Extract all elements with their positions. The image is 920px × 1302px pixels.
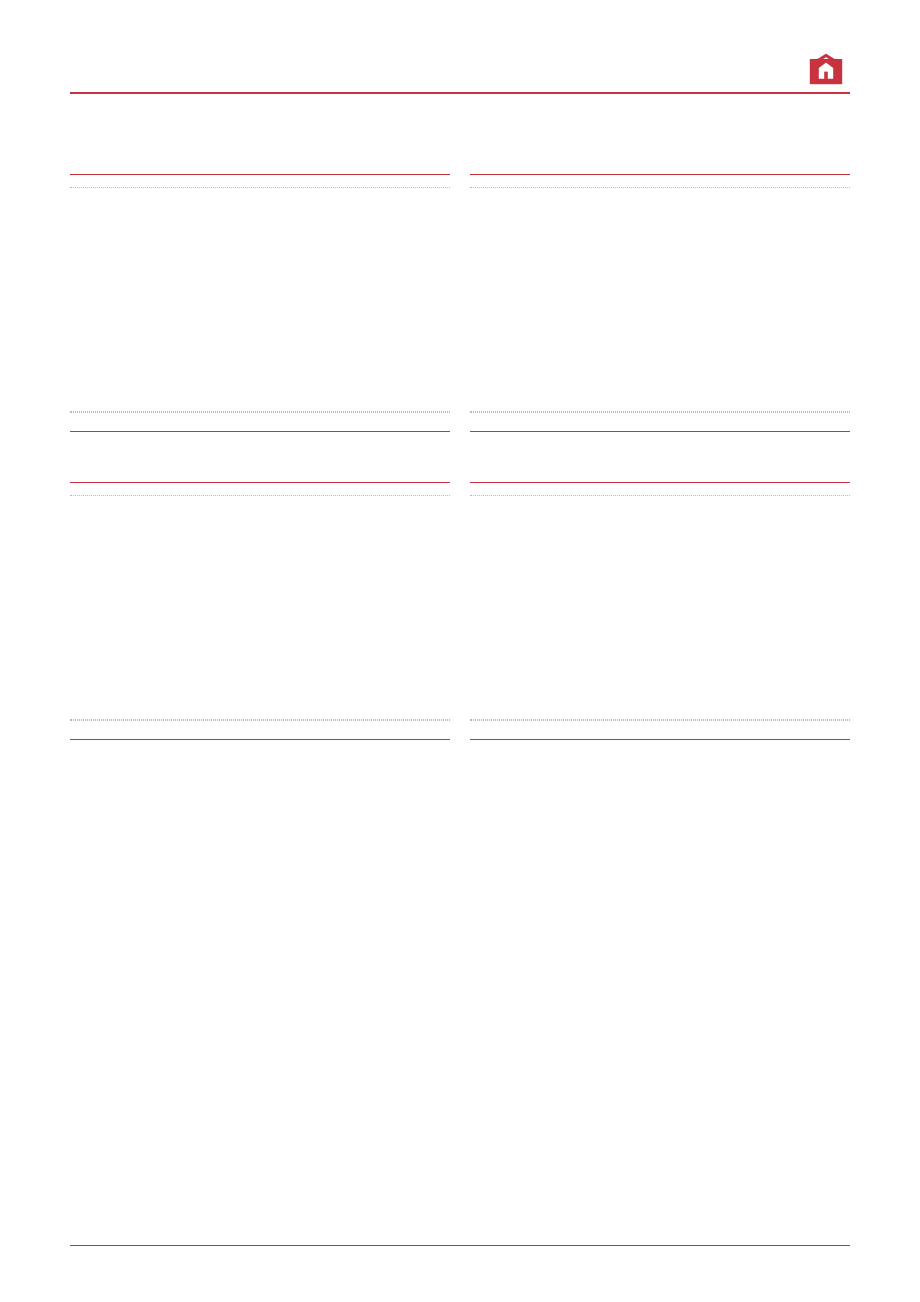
fig10-source: [470, 412, 850, 432]
fig12-cell: [470, 482, 850, 740]
fig9-cell: [70, 174, 450, 432]
fig11-cell: [70, 482, 450, 740]
footer: [70, 1245, 850, 1252]
header: [70, 50, 850, 94]
fig9-source: [70, 412, 450, 432]
fig10-cell: [470, 174, 850, 432]
fig11-chart: [70, 500, 450, 715]
fig12-source: [470, 720, 850, 740]
row-figs-9-10: [70, 174, 850, 432]
fig11-source: [70, 720, 450, 740]
fig9-chart: [70, 192, 450, 407]
header-logo: [808, 50, 850, 86]
fig10-chart: [470, 192, 850, 407]
logo-icon: [808, 50, 844, 86]
row-figs-11-12: [70, 482, 850, 740]
fig12-chart: [470, 500, 850, 715]
